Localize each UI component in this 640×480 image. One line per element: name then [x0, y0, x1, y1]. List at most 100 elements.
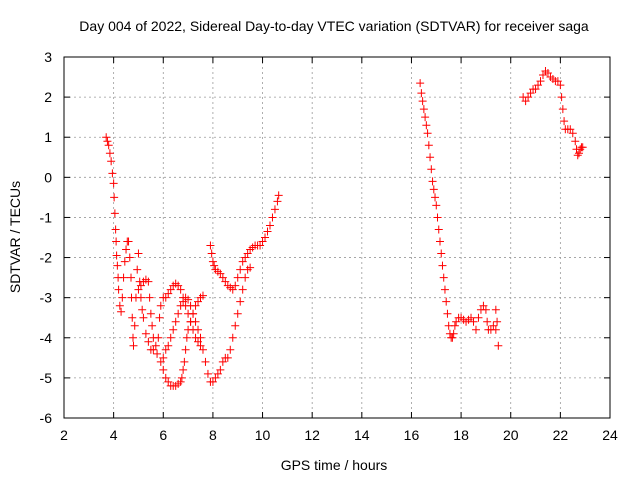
data-point: [448, 333, 457, 342]
data-point: [181, 301, 190, 310]
data-point: [109, 179, 118, 188]
data-point: [134, 285, 143, 294]
data-point: [439, 273, 448, 282]
data-point: [149, 333, 158, 342]
data-point: [427, 165, 436, 174]
data-point: [159, 353, 168, 362]
data-point: [243, 249, 252, 258]
data-point: [127, 273, 136, 282]
data-point: [479, 301, 488, 310]
data-point: [424, 141, 433, 150]
data-point: [207, 249, 216, 258]
data-point: [179, 365, 188, 374]
data-point: [182, 333, 191, 342]
x-tick-label: 2: [60, 427, 68, 443]
data-point: [164, 289, 173, 298]
data-point: [543, 69, 552, 78]
x-tick-label: 8: [209, 427, 217, 443]
data-point: [107, 157, 116, 166]
data-point: [118, 293, 127, 302]
data-point: [270, 205, 279, 214]
data-point: [450, 321, 459, 330]
data-point: [176, 377, 185, 386]
data-point: [531, 85, 540, 94]
data-point: [177, 373, 186, 382]
data-point: [536, 77, 545, 86]
data-point: [421, 113, 430, 122]
data-point: [263, 227, 272, 236]
data-point: [136, 293, 145, 302]
plot-frame: [63, 56, 611, 419]
data-point: [417, 89, 426, 98]
data-point: [422, 121, 431, 130]
data-point: [481, 305, 490, 314]
data-point: [556, 81, 565, 90]
data-point: [180, 357, 189, 366]
data-point: [108, 169, 117, 178]
data-point: [474, 313, 483, 322]
data-point: [223, 353, 232, 362]
data-point: [145, 293, 154, 302]
data-point: [238, 257, 247, 266]
data-point: [139, 313, 148, 322]
data-point: [521, 97, 530, 106]
data-point: [164, 377, 173, 386]
x-tick-label: 18: [453, 427, 469, 443]
data-point: [246, 263, 255, 272]
data-point: [534, 81, 543, 90]
data-point: [161, 373, 170, 382]
data-point: [174, 281, 183, 290]
data-point: [114, 285, 123, 294]
x-tick-label: 14: [354, 427, 370, 443]
data-point: [423, 129, 432, 138]
data-point: [179, 293, 188, 302]
y-tick-label: -4: [40, 330, 53, 346]
y-tick-label: -3: [40, 290, 53, 306]
data-point: [524, 93, 533, 102]
x-tick-label: 6: [159, 427, 167, 443]
data-point: [419, 105, 428, 114]
data-point: [483, 317, 492, 326]
data-point: [194, 337, 203, 346]
data-point: [189, 325, 198, 334]
y-tick-label: 1: [44, 129, 52, 145]
data-point: [146, 309, 155, 318]
x-tick-label: 24: [602, 427, 618, 443]
data-point: [213, 369, 222, 378]
data-points: [102, 67, 587, 390]
x-tick-label: 10: [255, 427, 271, 443]
data-point: [156, 357, 165, 366]
data-point: [228, 333, 237, 342]
x-tick-label: 22: [553, 427, 569, 443]
data-point: [206, 241, 215, 250]
data-point: [452, 317, 461, 326]
data-point: [469, 317, 478, 326]
data-point: [228, 285, 237, 294]
data-point: [226, 345, 235, 354]
x-tick-label: 20: [503, 427, 519, 443]
data-point: [138, 305, 147, 314]
data-point: [181, 345, 190, 354]
data-point: [578, 143, 587, 152]
data-point: [241, 273, 250, 282]
data-point: [144, 277, 153, 286]
data-point: [558, 105, 567, 114]
data-point: [573, 151, 582, 160]
data-point: [208, 377, 217, 386]
x-tick-label: 12: [304, 427, 320, 443]
y-tick-label: -1: [40, 209, 53, 225]
data-point: [538, 71, 547, 80]
data-point: [418, 97, 427, 106]
data-point: [112, 251, 121, 260]
data-point: [231, 281, 240, 290]
data-point: [268, 213, 277, 222]
data-point: [130, 321, 139, 330]
y-tick-label: 0: [44, 169, 52, 185]
data-point: [102, 133, 111, 142]
data-point: [128, 333, 137, 342]
data-point: [176, 285, 185, 294]
data-point: [256, 241, 265, 250]
data-point: [274, 191, 283, 200]
data-point: [198, 291, 207, 300]
